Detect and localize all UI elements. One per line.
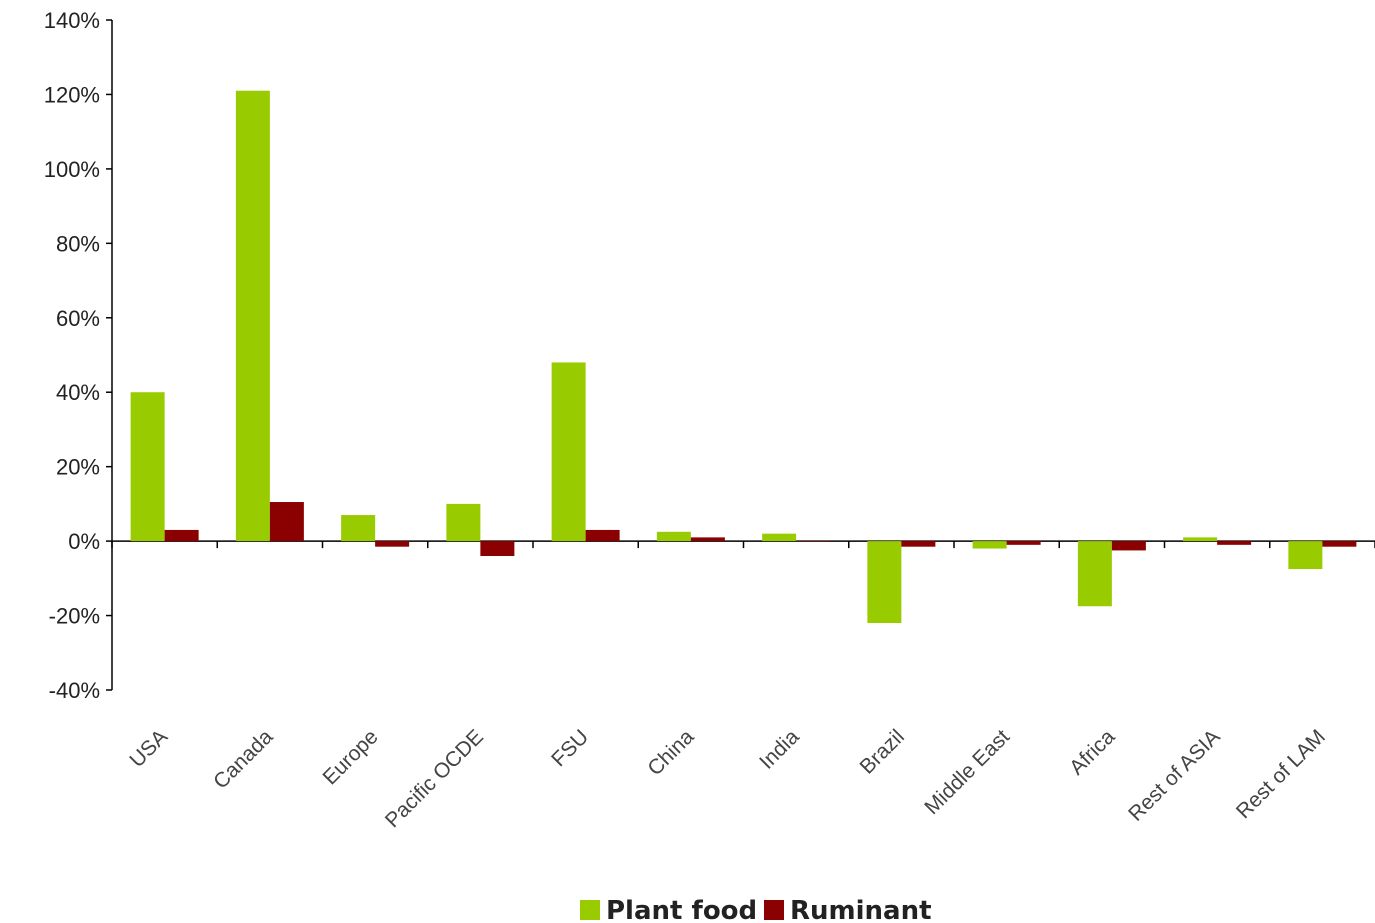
bar-plant-food-rest-of-lam	[1288, 541, 1323, 570]
x-tick-label: FSU	[547, 725, 593, 771]
legend: Plant food Ruminant	[580, 896, 932, 923]
x-tick-label: Rest of LAM	[1232, 725, 1330, 823]
y-tick-labels: 140% 120% 100% 80% 60% 40% 20% 0% -20% -40%	[44, 8, 100, 703]
bar-ruminant-usa	[164, 529, 199, 542]
axes	[106, 19, 1375, 691]
bar-ruminant-canada	[269, 502, 304, 542]
bar-ruminant-middle-east	[1006, 541, 1041, 545]
x-tick-label: Rest of ASIA	[1124, 725, 1224, 825]
bar-plant-food-middle-east	[972, 541, 1007, 549]
bar-ruminant-pacific-ocde	[480, 541, 515, 556]
bar-plant-food-rest-of-asia	[1183, 537, 1218, 542]
bar-ruminant-brazil	[901, 541, 936, 547]
y-tick-label: 140%	[44, 8, 100, 33]
bar-plant-food-europe	[341, 515, 376, 542]
x-tick-label: Pacific OCDE	[381, 725, 488, 832]
bar-ruminant-fsu	[585, 529, 620, 542]
bar-ruminant-rest-of-asia	[1217, 541, 1252, 545]
x-tick-label: Middle East	[920, 725, 1014, 819]
bar-plant-food-brazil	[867, 541, 902, 623]
x-tick-label: Brazil	[856, 725, 909, 778]
y-tick-label: 120%	[44, 82, 100, 107]
y-tick-label: -40%	[49, 678, 100, 703]
bar-plant-food-africa	[1077, 541, 1112, 607]
y-tick-label: -20%	[49, 604, 100, 629]
y-tick-label: 60%	[56, 306, 100, 331]
y-tick-label: 0%	[68, 529, 100, 554]
bar-ruminant-europe	[375, 541, 410, 547]
bar-ruminant-africa	[1111, 541, 1146, 551]
y-tick-label: 100%	[44, 157, 100, 182]
bar-plant-food-fsu	[551, 362, 586, 542]
y-tick-label: 40%	[56, 380, 100, 405]
bar-plant-food-india	[762, 533, 797, 542]
legend-label-ruminant: Ruminant	[790, 896, 932, 923]
x-tick-label: China	[643, 725, 698, 780]
bar-ruminant-china	[690, 537, 725, 542]
bar-plant-food-pacific-ocde	[446, 503, 481, 542]
bar-ruminant-rest-of-lam	[1322, 541, 1357, 547]
x-tick-label: Canada	[209, 725, 278, 794]
y-tick-label: 20%	[56, 455, 100, 480]
bar-ruminant-india	[796, 541, 831, 542]
y-tick-label: 80%	[56, 231, 100, 256]
bar-plant-food-canada	[235, 90, 270, 542]
legend-label-plant-food: Plant food	[606, 896, 757, 923]
x-tick-label: USA	[125, 725, 172, 772]
legend-swatch-ruminant	[764, 900, 784, 920]
x-tick-label: Europe	[319, 725, 383, 789]
bar-plant-food-china	[656, 531, 691, 542]
x-tick-label: India	[755, 725, 804, 774]
x-tick-label: Africa	[1065, 725, 1119, 779]
legend-swatch-plant-food	[580, 900, 600, 920]
bars	[130, 90, 1357, 623]
bar-plant-food-usa	[130, 392, 165, 542]
